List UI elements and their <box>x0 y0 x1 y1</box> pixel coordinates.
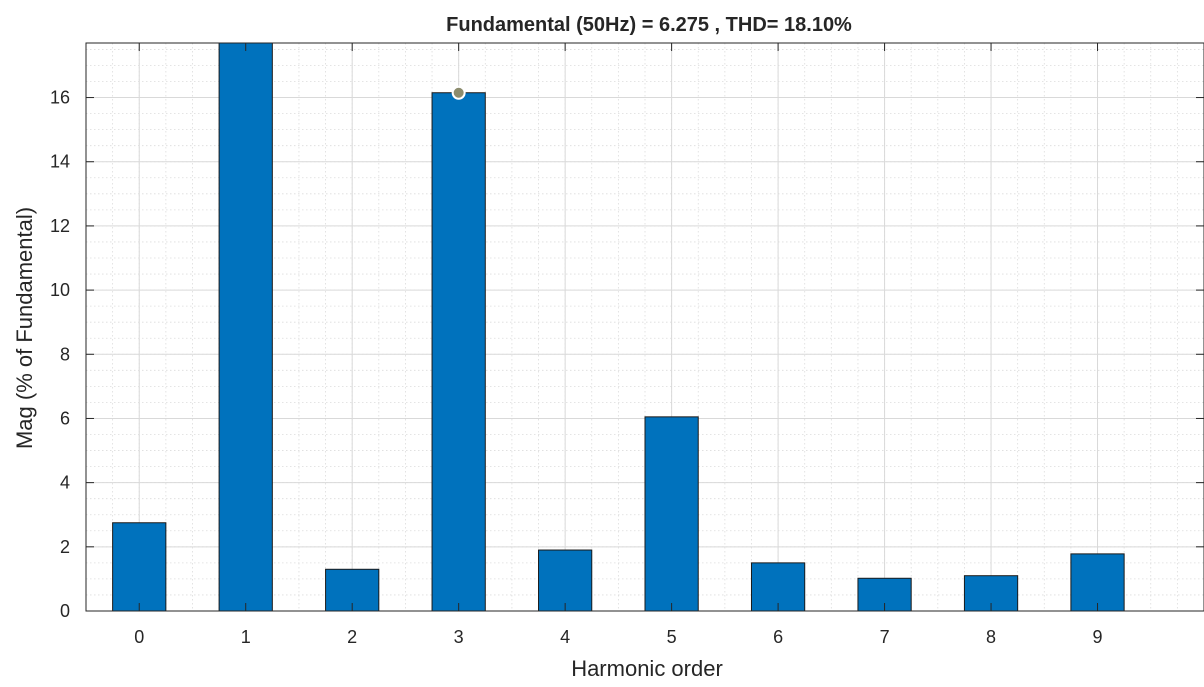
x-tick-label: 8 <box>986 627 996 647</box>
y-tick-label: 0 <box>60 601 70 621</box>
bar-9 <box>1070 553 1125 612</box>
y-tick-label: 12 <box>50 216 70 236</box>
x-tick-label: 3 <box>454 627 464 647</box>
x-tick-label: 0 <box>134 627 144 647</box>
x-tick-label: 2 <box>347 627 357 647</box>
chart-title: Fundamental (50Hz) = 6.275 , THD= 18.10% <box>446 14 852 36</box>
bar-4 <box>538 549 593 612</box>
x-axis-label: Harmonic order <box>571 656 723 681</box>
x-tick-label: 1 <box>241 627 251 647</box>
y-tick-label: 8 <box>60 344 70 364</box>
y-tick-label: 4 <box>60 473 70 493</box>
x-tick-label: 4 <box>560 627 570 647</box>
data-marker[interactable] <box>451 85 466 100</box>
bar-3 <box>431 92 486 612</box>
y-tick-label: 10 <box>50 280 70 300</box>
x-tick-label: 9 <box>1093 627 1103 647</box>
y-tick-label: 14 <box>50 152 70 172</box>
bar-0 <box>112 522 167 612</box>
data-marker-layer <box>451 85 466 100</box>
x-tick-label: 5 <box>667 627 677 647</box>
y-tick-label: 2 <box>60 537 70 557</box>
bar-6 <box>750 562 806 612</box>
bar-5 <box>644 416 699 612</box>
y-tick-label: 6 <box>60 408 70 428</box>
x-tick-label: 6 <box>773 627 783 647</box>
bar-1 <box>218 42 273 612</box>
x-tick-label: 7 <box>880 627 890 647</box>
y-axis-label: Mag (% of Fundamental) <box>12 207 37 449</box>
plot-area-border <box>85 42 1204 612</box>
y-tick-label: 16 <box>50 88 70 108</box>
